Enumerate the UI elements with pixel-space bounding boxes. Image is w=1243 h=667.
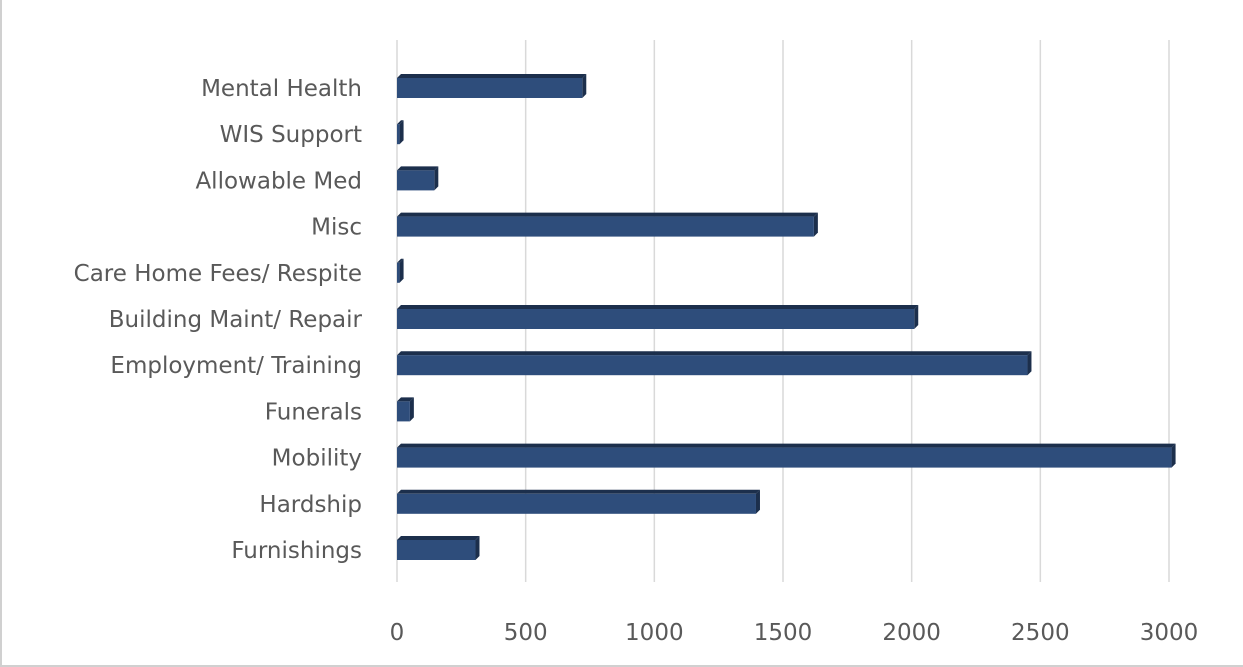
bar-side-face <box>755 489 760 514</box>
category-label: Building Maint/ Repair <box>109 307 363 333</box>
bar-top-face <box>397 536 480 540</box>
bar-side-face <box>409 397 414 422</box>
category-label: Funerals <box>265 399 362 425</box>
bar <box>397 351 1032 376</box>
bar <box>397 305 919 329</box>
bar-side-face <box>1027 351 1032 376</box>
bar <box>397 258 404 283</box>
bar-top-face <box>397 397 414 402</box>
bar-side-face <box>813 212 818 237</box>
bar <box>397 74 587 98</box>
tick-labels: 0 500 1000 1500 2000 2500 3000 <box>390 620 1199 646</box>
bar <box>397 397 414 422</box>
bar-top-face <box>397 212 818 217</box>
bar-top-face <box>397 258 404 263</box>
bar <box>397 120 404 145</box>
category-label: Care Home Fees/ Respite <box>74 261 362 287</box>
x-tick-label: 0 <box>390 620 405 646</box>
category-label: Mobility <box>272 446 362 472</box>
x-tick-label: 1500 <box>754 620 813 646</box>
category-labels: Mental Health WIS Support Allowable Med Mis… <box>74 76 363 564</box>
category-label: Furnishings <box>231 538 362 564</box>
x-tick-label: 3000 <box>1140 620 1199 646</box>
bar-top-face <box>397 166 439 171</box>
category-label: Employment/ Training <box>110 353 362 379</box>
bar-side-face <box>399 258 404 283</box>
bar-side-face <box>434 166 439 191</box>
bar-side-face <box>1171 443 1176 468</box>
bar-front-face <box>397 309 915 329</box>
bar-top-face <box>397 305 919 309</box>
bar-top-face <box>397 351 1032 356</box>
bar-front-face <box>397 401 410 422</box>
bar-top-face <box>397 489 760 494</box>
bar-front-face <box>397 262 400 283</box>
category-label: Hardship <box>259 492 362 518</box>
bar-side-face <box>475 536 480 560</box>
x-tick-label: 2000 <box>882 620 941 646</box>
bar-top-face <box>397 443 1176 448</box>
bar-layer <box>397 74 1176 560</box>
bar-top-face <box>397 120 404 125</box>
bar-top-face <box>397 74 587 78</box>
bar <box>397 489 760 514</box>
category-label: Misc <box>311 215 362 241</box>
bar <box>397 443 1176 468</box>
x-tick-label: 1000 <box>625 620 684 646</box>
bar-front-face <box>397 124 400 145</box>
bar-front-face <box>397 540 476 560</box>
x-tick-label: 500 <box>504 620 548 646</box>
bar <box>397 212 818 237</box>
bar-front-face <box>397 78 583 98</box>
bar-front-face <box>397 355 1028 376</box>
bar-front-face <box>397 216 814 237</box>
bar-front-face <box>397 447 1172 468</box>
bar <box>397 166 439 191</box>
bar-side-face <box>399 120 404 145</box>
bar-side-face <box>582 74 587 98</box>
bar <box>397 536 480 560</box>
category-label: WIS Support <box>220 122 362 148</box>
category-label: Mental Health <box>201 76 362 102</box>
x-tick-label: 2500 <box>1011 620 1070 646</box>
bar-front-face <box>397 493 756 514</box>
bar-front-face <box>397 170 435 191</box>
bar-side-face <box>914 305 919 329</box>
category-label: Allowable Med <box>195 168 362 194</box>
